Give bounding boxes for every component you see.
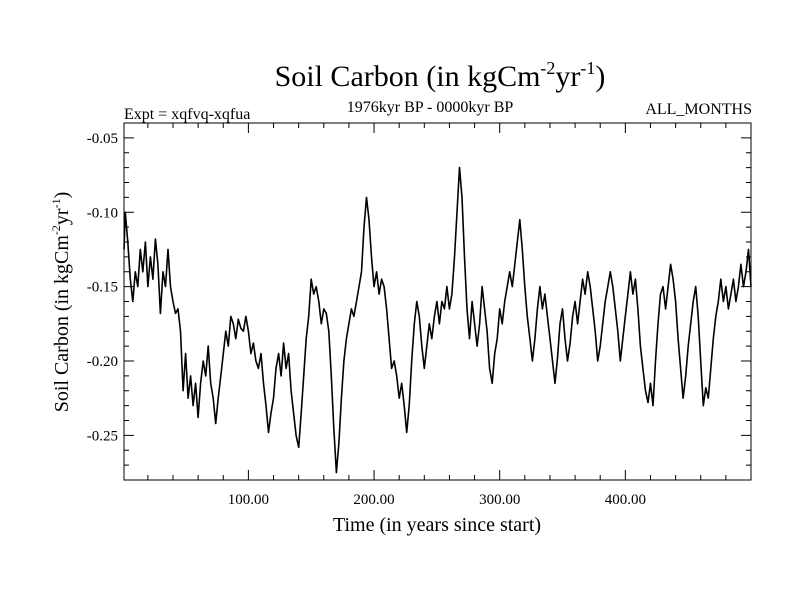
y-tick-label: -0.05: [87, 131, 118, 147]
y-axis-label-exp1: -2: [49, 225, 63, 235]
chart-title: Soil Carbon (in kgCm-2yr-1): [275, 58, 606, 93]
chart-title-base: Soil Carbon (in kgCm: [275, 60, 541, 93]
subtitle-left: Expt = xqfvq-xqfua: [124, 106, 250, 123]
y-axis-label-mid: yr: [51, 208, 73, 225]
y-axis-label-base: Soil Carbon (in kgCm: [51, 235, 73, 413]
y-axis-label-end: ): [51, 192, 73, 199]
x-axis: 100.00 200.00 300.00 400.00: [147, 123, 752, 508]
y-tick-label: -0.25: [87, 428, 118, 444]
series-line: [123, 166, 752, 474]
x-tick-label: 100.00: [228, 492, 269, 508]
y-tick-label: -0.10: [87, 205, 118, 221]
chart-title-exp2: -1: [580, 58, 595, 78]
y-axis-label: Soil Carbon (in kgCm-2yr-1): [49, 192, 73, 413]
chart-title-end: ): [595, 60, 605, 93]
y-tick-label: -0.20: [87, 354, 118, 370]
x-tick-label: 400.00: [605, 492, 646, 508]
subtitle-right: ALL_MONTHS: [645, 101, 752, 118]
chart-title-mid: yr: [555, 60, 580, 93]
chart-title-exp1: -2: [540, 58, 555, 78]
subtitle-center: 1976kyr BP - 0000kyr BP: [347, 99, 514, 116]
x-axis-label: Time (in years since start): [333, 514, 541, 536]
x-tick-label: 200.00: [353, 492, 394, 508]
y-axis-label-exp2: -1: [49, 198, 63, 208]
y-axis: -0.05 -0.10 -0.15 -0.20 -0.25: [87, 122, 751, 466]
y-tick-label: -0.15: [87, 280, 118, 296]
x-tick-label: 300.00: [479, 492, 520, 508]
